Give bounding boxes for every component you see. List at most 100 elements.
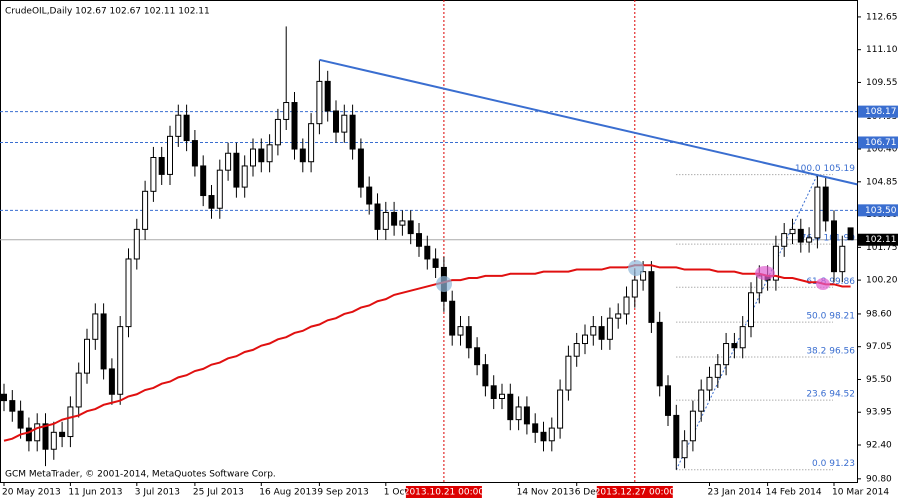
- candle-body: [266, 144, 273, 163]
- candle-body: [665, 385, 671, 416]
- candle-body: [465, 326, 472, 349]
- y-tick-label: 97.05: [866, 342, 892, 352]
- x-tick-label: 3 Jul 2013: [135, 488, 180, 498]
- fib-label: 76.4 101.90: [801, 234, 856, 244]
- candle-body: [208, 195, 215, 209]
- chart-title: CrudeOIL,Daily 102.67 102.67 102.11 102.…: [5, 7, 210, 17]
- candle-body: [274, 118, 281, 146]
- candle-body: [316, 80, 323, 125]
- price-box: [858, 233, 898, 246]
- y-tick-label: 104.85: [866, 177, 898, 187]
- candle-body: [781, 233, 788, 247]
- candle-body: [698, 389, 705, 412]
- y-tick-label: 100.20: [866, 276, 898, 286]
- candle-body: [615, 313, 622, 319]
- candle-body: [507, 393, 514, 421]
- candle-body: [656, 321, 663, 387]
- y-tick-label: 112.65: [866, 12, 898, 22]
- level-label: 103.50: [865, 206, 897, 216]
- candle-body: [67, 406, 74, 438]
- fib-label: 100.0 105.19: [795, 164, 855, 174]
- candle-body: [689, 410, 696, 442]
- candle-body: [557, 389, 564, 429]
- candle-body: [216, 169, 223, 209]
- candle-body: [250, 148, 256, 167]
- candle-body: [499, 393, 505, 399]
- candle-body: [117, 326, 124, 395]
- candle-body: [42, 423, 49, 450]
- candle-body: [283, 102, 290, 120]
- x-tick-label: 10 Mar 2014: [832, 488, 889, 498]
- y-tick-label: 111.10: [866, 45, 898, 55]
- x-tick-label: 11 Jun 2013: [68, 488, 122, 498]
- candle-body: [839, 245, 846, 273]
- y-tick-label: 90.80: [866, 474, 892, 484]
- candle-body: [731, 343, 738, 349]
- candle-body: [648, 271, 655, 323]
- candle-body: [84, 338, 90, 374]
- level-box: [858, 136, 898, 149]
- candle-body: [565, 355, 572, 391]
- candle-body: [432, 258, 439, 268]
- candle-body: [75, 372, 82, 408]
- candle-body: [258, 148, 265, 163]
- level-label: 108.17: [865, 107, 897, 117]
- candle-body: [92, 313, 99, 340]
- candle-body: [125, 258, 132, 328]
- candle-body: [9, 400, 16, 412]
- fib-label: 61.8 99.86: [806, 277, 855, 287]
- candle-body: [797, 228, 804, 243]
- marker-circle: [628, 260, 644, 276]
- candle-body: [515, 406, 522, 421]
- candle-body: [158, 156, 165, 175]
- candle-body: [399, 220, 406, 226]
- candle-body: [490, 385, 497, 399]
- candle-body: [590, 326, 597, 336]
- candle-body: [474, 347, 481, 366]
- candle-body: [191, 140, 198, 167]
- candle-body: [806, 237, 813, 243]
- footer: GCM MetaTrader, © 2001-2014, MetaQuotes …: [5, 470, 276, 480]
- candle-body: [17, 410, 24, 429]
- candle-body: [299, 148, 306, 163]
- trendline: [319, 58, 858, 186]
- candle-body: [59, 431, 66, 438]
- candle-body: [50, 431, 57, 450]
- y-tick-label: 106.40: [866, 145, 898, 155]
- candle-body: [341, 114, 348, 133]
- fib-label: 23.6 94.52: [806, 390, 855, 400]
- candle-body: [183, 114, 190, 142]
- level-label: 106.71: [865, 138, 897, 148]
- candle-body: [673, 414, 680, 459]
- candle-body: [573, 343, 580, 357]
- marker-box: [405, 486, 482, 498]
- candle-body: [714, 364, 721, 378]
- candle-body: [681, 440, 688, 459]
- candle-body: [748, 292, 754, 328]
- candle-body: [606, 317, 613, 340]
- fib-label: 50.0 98.21: [806, 312, 855, 322]
- candle-body: [308, 123, 315, 163]
- candle-body: [532, 423, 539, 433]
- candle-body: [424, 245, 431, 260]
- candle-body: [291, 102, 298, 150]
- price-label: 102.11: [865, 235, 897, 245]
- candle-body: [382, 211, 389, 230]
- y-tick-label: 109.55: [866, 78, 898, 88]
- candle-body: [772, 245, 779, 281]
- candle-body: [822, 186, 829, 222]
- candle-body: [847, 227, 854, 241]
- candle-body: [482, 364, 489, 387]
- candle-body: [150, 156, 157, 192]
- candle-body: [540, 431, 547, 442]
- candle-body: [34, 423, 41, 442]
- candle-body: [233, 152, 240, 188]
- candle-body: [357, 148, 364, 188]
- candle-body: [175, 114, 182, 137]
- candle-body: [723, 343, 730, 366]
- candle-body: [407, 220, 414, 235]
- level-box: [858, 204, 898, 217]
- candle-body: [167, 135, 173, 175]
- candle-body: [133, 228, 140, 260]
